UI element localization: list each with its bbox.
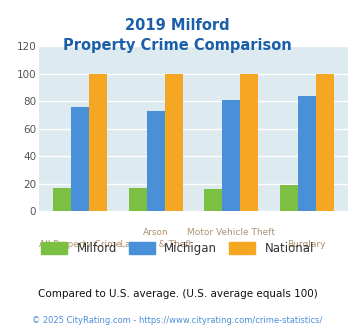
Bar [71,107,89,211]
Text: 2019 Milford: 2019 Milford [125,18,230,33]
Text: Larceny & Theft: Larceny & Theft [120,240,192,249]
Legend: Milford, Michigan, National: Milford, Michigan, National [37,237,318,260]
Bar [240,74,258,211]
Bar [89,74,108,211]
Text: Burglary: Burglary [288,240,326,249]
Bar [222,100,240,211]
Text: Motor Vehicle Theft: Motor Vehicle Theft [187,228,275,237]
Bar [204,189,222,211]
Bar [316,74,334,211]
Text: All Property Crime: All Property Crime [39,240,121,249]
Bar [129,188,147,211]
Bar [53,188,71,211]
Bar [279,185,297,211]
Bar [147,111,165,211]
Text: Property Crime Comparison: Property Crime Comparison [63,38,292,53]
Bar [165,74,183,211]
Text: Arson: Arson [143,228,169,237]
Bar [297,96,316,211]
Text: © 2025 CityRating.com - https://www.cityrating.com/crime-statistics/: © 2025 CityRating.com - https://www.city… [32,316,323,325]
Text: Compared to U.S. average. (U.S. average equals 100): Compared to U.S. average. (U.S. average … [38,289,317,299]
